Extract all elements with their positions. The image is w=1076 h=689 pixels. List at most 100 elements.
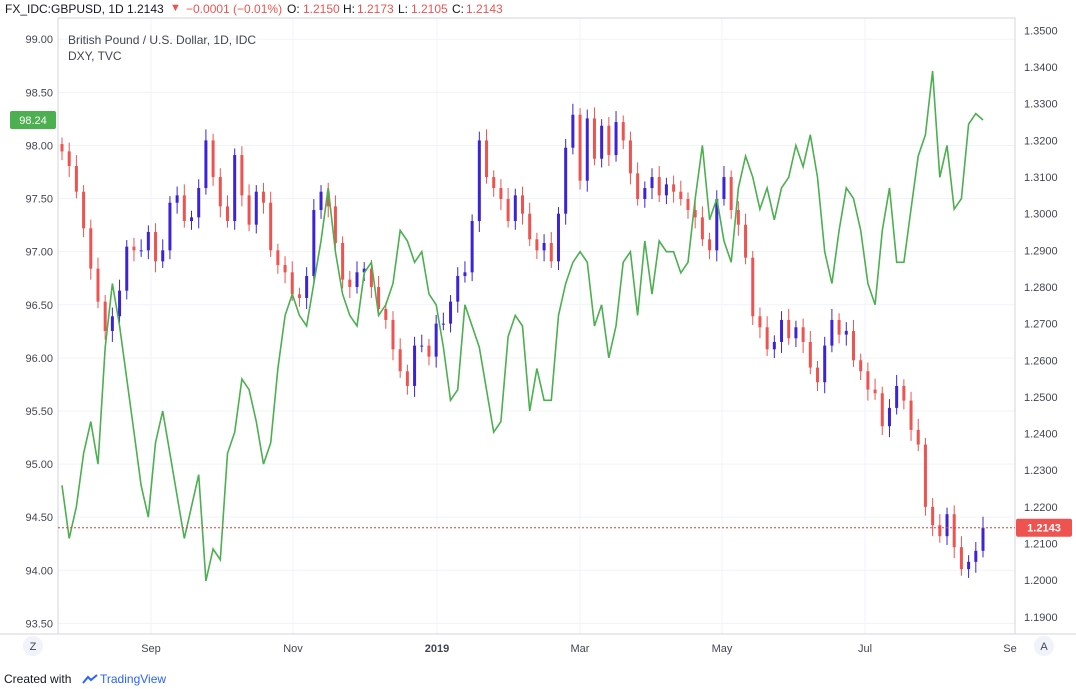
left-tick-label: 99.00 [25, 34, 53, 46]
left-tick-label: 96.50 [25, 300, 53, 312]
candle-body [592, 118, 596, 159]
candle-body [873, 389, 877, 394]
candle-body [305, 275, 309, 298]
candle-body [967, 561, 971, 570]
candle-body [801, 327, 805, 342]
time-tick-label: Mar [571, 643, 590, 655]
candle-body [441, 323, 445, 325]
right-tick-label: 1.3300 [1024, 99, 1058, 111]
auto-scale-left-button[interactable]: Z [23, 636, 43, 656]
candle-body [348, 279, 352, 287]
candle-body [74, 166, 78, 192]
left-tick-label: 98.50 [25, 87, 53, 99]
candle-body [67, 151, 71, 167]
candle-body [528, 213, 532, 240]
left-tick-label: 95.00 [25, 459, 53, 471]
candle-body [794, 327, 798, 339]
candle-body [225, 206, 229, 222]
candle-body [175, 195, 179, 203]
candle-body [887, 407, 891, 427]
auto-scale-right-button[interactable]: A [1034, 636, 1054, 656]
candle-body [319, 191, 323, 211]
candle-body [859, 360, 863, 372]
candle-body [923, 444, 927, 507]
plot-border [57, 17, 1016, 635]
candle-body [449, 301, 453, 324]
candle-body [254, 191, 258, 225]
right-tick-label: 1.2400 [1024, 429, 1058, 441]
candle-body [485, 140, 489, 178]
candle-body [492, 177, 496, 189]
candle-body [585, 118, 589, 181]
candle-body [902, 385, 906, 401]
candle-body [427, 345, 431, 357]
candle-body [744, 224, 748, 258]
down-arrow-icon: ▼ [170, 2, 181, 14]
candle-body [628, 140, 632, 174]
time-tick-label: Jul [858, 643, 872, 655]
candle-body [564, 147, 568, 214]
candle-body [693, 210, 697, 218]
last-price: 1.2143 [127, 2, 164, 16]
candle-body [513, 195, 517, 222]
candle-body [621, 122, 625, 141]
right-tick-label: 1.1900 [1024, 612, 1058, 624]
left-tick-label: 95.50 [25, 406, 53, 418]
grid-lines [58, 18, 1015, 634]
candle-body [391, 319, 395, 350]
candle-body [938, 525, 942, 537]
candle-body [276, 250, 280, 265]
right-tick-label: 1.2500 [1024, 392, 1058, 404]
symbol-name[interactable]: FX_IDC:GBPUSD, 1D [5, 2, 124, 16]
time-tick-label: May [712, 643, 733, 655]
candle-body [672, 184, 676, 192]
right-axis[interactable]: 1.3500 1.3400 1.3300 1.3200 1.3100 1.3000 1.29… [1024, 25, 1058, 623]
candle-body [981, 527, 985, 551]
symbol-header: FX_IDC:GBPUSD, 1D 1.2143 ▼ −0.0001 (−0.0… [0, 0, 1076, 18]
right-tick-label: 1.2800 [1024, 282, 1058, 294]
time-tick-label: Se [1003, 643, 1016, 655]
time-axis[interactable]: Sep Nov 2019 Mar May Jul Se [141, 643, 1017, 655]
candle-body [643, 188, 647, 200]
candle-body [830, 319, 834, 346]
candle-body [326, 191, 330, 207]
gbpusd-candles [60, 103, 985, 578]
overlay-title: DXY, TVC [68, 49, 122, 63]
candle-body [240, 155, 244, 196]
right-tick-label: 1.3400 [1024, 62, 1058, 74]
candle-body [312, 210, 316, 276]
candle-body [614, 122, 618, 156]
candle-body [600, 125, 604, 159]
candle-body [499, 188, 503, 200]
candle-body [405, 371, 409, 386]
svg-text:98.24: 98.24 [19, 115, 47, 127]
created-with-label: Created with [4, 672, 72, 686]
candle-body [880, 393, 884, 427]
candle-body [844, 330, 848, 335]
candle-body [549, 242, 553, 262]
candle-body [470, 221, 474, 273]
candle-body [535, 239, 539, 251]
candle-body [650, 177, 654, 189]
left-axis[interactable]: 99.00 98.50 98.00 97.50 97.00 96.50 96.00 95.50… [25, 34, 53, 630]
chart-title: British Pound / U.S. Dollar, 1D, IDC [68, 33, 256, 47]
candle-body [146, 232, 150, 251]
candle-body [866, 371, 870, 390]
chart-canvas[interactable]: 99.00 98.50 98.00 97.50 97.00 96.50 96.00 95.50… [0, 0, 1076, 669]
time-tick-label: Nov [283, 643, 303, 655]
candle-body [362, 268, 366, 273]
candle-body [96, 268, 100, 302]
svg-text:Z: Z [30, 641, 37, 653]
tradingview-link[interactable]: TradingView [100, 672, 167, 686]
candle-body [895, 385, 899, 408]
candle-body [211, 140, 215, 178]
left-tick-label: 98.00 [25, 140, 53, 152]
right-price-badge: 1.2143 [1016, 518, 1072, 537]
open-value: 1.2150 [303, 2, 340, 16]
candle-body [758, 316, 762, 328]
left-tick-label: 94.50 [25, 512, 53, 524]
left-tick-label: 94.00 [25, 565, 53, 577]
candle-body [456, 275, 460, 302]
candle-body [787, 319, 791, 339]
right-tick-label: 1.2300 [1024, 465, 1058, 477]
